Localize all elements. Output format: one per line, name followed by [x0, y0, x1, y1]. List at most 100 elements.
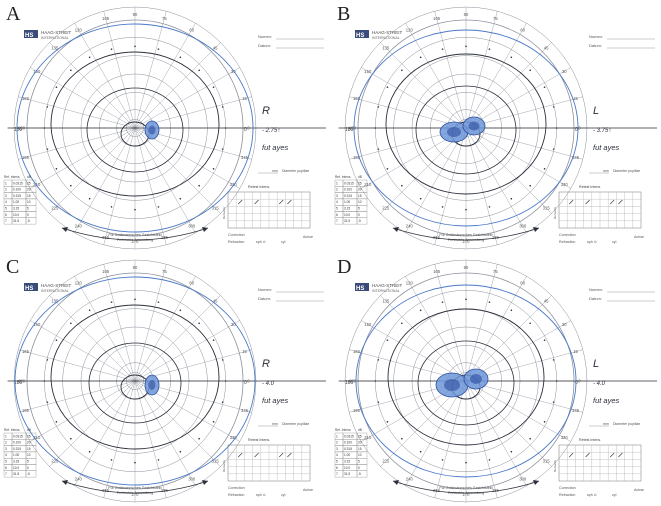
isopter-outer [16, 23, 254, 233]
meridian-label: 30 [562, 69, 567, 74]
logo-mark [24, 30, 38, 38]
stimulus-cell-text: 15 [358, 194, 362, 198]
meridian-label: 210 [364, 182, 372, 187]
brand-sub: INTERNATIONAL [41, 36, 69, 40]
meridian-label: 90 [133, 12, 138, 17]
meridian-label: 75 [162, 269, 167, 274]
meridian-label: 15 [242, 96, 247, 101]
stimulus-cell-text: 10 [358, 200, 362, 204]
stimulus-cell-text: 25 [27, 181, 31, 185]
meridian-label: 165 [22, 349, 30, 354]
logo-mark [24, 283, 38, 291]
isopter-marker [552, 106, 555, 108]
isopter-marker [377, 401, 380, 403]
stimulus-cell-text: 0 [27, 213, 29, 217]
stimulus-cell-text: 3.15 [344, 207, 350, 211]
scotoma-core [468, 121, 480, 131]
stimulus-cell-text: 4 [336, 453, 338, 457]
isopter-marker [555, 380, 558, 382]
isopter-marker [157, 206, 160, 208]
meridian-label: 225 [51, 459, 59, 464]
retest-mark [237, 199, 243, 205]
arc-arrow-left [62, 480, 68, 485]
retest-title: Retest Intens. [248, 185, 270, 189]
meridian-label: 315 [212, 459, 220, 464]
isopter-marker [465, 461, 467, 464]
stimulus-cell-text: 10.0 [344, 466, 350, 470]
bottom-arc [61, 480, 209, 494]
retest-mark [568, 452, 574, 458]
meridian-line [134, 320, 240, 382]
meridian-line [134, 295, 221, 382]
date-field-label: Datum: [258, 296, 271, 301]
meridian-label: 255 [433, 488, 441, 493]
signature-note: fut ayes [262, 396, 289, 405]
isopter-marker [221, 106, 224, 108]
meridian-label: 300 [519, 224, 527, 229]
stimulus-cell-text: 1 [336, 181, 338, 185]
logo-mark [355, 283, 369, 291]
meridian-label: 75 [493, 16, 498, 21]
meridian-line [465, 380, 552, 467]
stimulus-cell-text: 5 [336, 460, 338, 464]
axis-label-right: 0 [575, 127, 578, 133]
isopter-marker [198, 184, 200, 187]
stimulus-cell-text: 10.0 [344, 213, 350, 217]
meridian-label: 315 [543, 206, 551, 211]
meridian-line [434, 11, 467, 129]
brand-name: HAAG-STREIT [372, 30, 403, 35]
correction-label: Correction [228, 233, 245, 237]
isopter-marker [46, 401, 49, 403]
meridian-line [134, 67, 240, 129]
stimulus-cell-text: 1 [336, 434, 338, 438]
name-field-label: Nomen: [589, 34, 603, 39]
meridian-label: 75 [493, 269, 498, 274]
cyl-label: cyl [612, 493, 617, 497]
meridian-line [465, 127, 583, 160]
refraction-label: Refraction [559, 493, 575, 497]
meridian-label: 195 [353, 155, 361, 160]
meridian-label: 60 [189, 280, 194, 285]
meridian-line [465, 264, 498, 382]
isopter-marker [510, 197, 513, 200]
meridian-label: 345 [241, 155, 249, 160]
meridian-label: 120 [75, 27, 83, 32]
meridian-line [405, 276, 467, 382]
meridian-label: 330 [561, 435, 569, 440]
stimulus-cell-text: 3 [336, 447, 338, 451]
stimulus-cell-text: 20 [358, 188, 362, 192]
retest-title: Retest Intens. [579, 438, 601, 442]
meridian-label: 0 [247, 379, 250, 384]
meridian-label: 210 [33, 435, 41, 440]
meridian-line [380, 295, 467, 382]
meridian-label: 15 [573, 96, 578, 101]
isopter-marker [419, 450, 422, 453]
correction-label: Correction [559, 233, 576, 237]
meridian-line [74, 23, 136, 129]
bottom-arc [392, 227, 540, 241]
meridian-label: 30 [562, 322, 567, 327]
stimulus-cell-text: 0.0315 [13, 434, 23, 438]
meridian-line [465, 67, 571, 129]
stimulus-cell-text: 20 [27, 441, 31, 445]
meridian-label: 240 [406, 224, 414, 229]
meridian-line [134, 380, 167, 498]
axis-label-right: 0 [244, 127, 247, 133]
meridian-label: 105 [102, 269, 110, 274]
stimulus-cell-text: -5 [358, 219, 361, 223]
isopter-marker [529, 437, 531, 440]
meridian-label: 195 [22, 155, 30, 160]
isopter-marker [70, 69, 72, 72]
stimulus-cell-text: 0.315 [13, 194, 21, 198]
refraction-note: - 4.0 [262, 381, 275, 387]
brand-name: HAAG-STREIT [41, 30, 72, 35]
stimulus-cell-text: 20 [27, 188, 31, 192]
stimulus-cell-text: 0.315 [13, 447, 21, 451]
name-field-label: Nomen: [589, 287, 603, 292]
meridian-line [465, 380, 583, 413]
isopter-inner [88, 342, 182, 424]
isopter-marker [441, 206, 444, 208]
remark-label: Remarks [553, 459, 557, 472]
